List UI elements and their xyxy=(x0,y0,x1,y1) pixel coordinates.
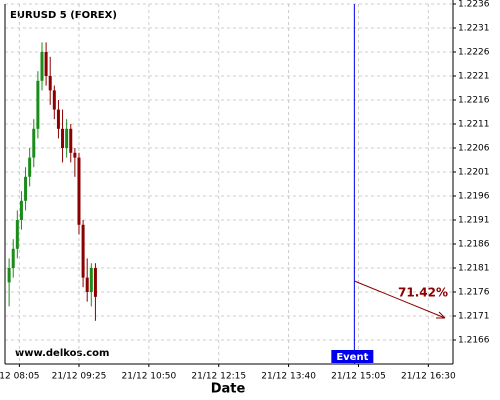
forecast-arrow xyxy=(354,280,446,319)
y-tick-label: 1.2206 xyxy=(458,144,490,154)
y-tick-label: 1.2171 xyxy=(458,312,490,322)
forecast-arrowhead xyxy=(436,311,446,319)
candle-body xyxy=(28,157,32,177)
candle-body xyxy=(40,52,44,81)
event-box xyxy=(331,350,374,363)
x-tick-label: 21/12 12:15 xyxy=(191,372,246,382)
candle-body xyxy=(65,128,69,148)
y-tick-label: 1.2176 xyxy=(458,288,490,298)
candle-body xyxy=(69,128,73,153)
y-tick-label: 1.2191 xyxy=(458,216,490,226)
watermark: www.delkos.com xyxy=(15,348,109,359)
candle-body xyxy=(52,90,56,110)
x-axis-label: Date xyxy=(211,382,246,397)
y-tick-label: 1.2211 xyxy=(458,120,490,130)
y-tick-label: 1.2221 xyxy=(458,72,490,82)
candle-body xyxy=(48,76,52,91)
candle-body xyxy=(89,268,93,292)
candle-body xyxy=(11,248,15,268)
candle-body xyxy=(15,220,19,249)
candle-body xyxy=(19,200,23,220)
candle-body xyxy=(44,52,48,76)
chart-title: EURUSD 5 (FOREX) xyxy=(10,10,117,21)
y-tick-label: 1.2236 xyxy=(458,0,490,10)
y-tick-label: 1.2166 xyxy=(458,336,490,346)
candle-body xyxy=(85,277,89,292)
candle-body xyxy=(32,128,36,158)
forecast-label: 71.42% xyxy=(398,286,448,300)
candle-body xyxy=(81,224,85,278)
x-tick-label: 21/12 09:25 xyxy=(52,372,107,382)
event-label: Event xyxy=(336,352,368,363)
y-tick-label: 1.2216 xyxy=(458,96,490,106)
candle-body xyxy=(36,80,40,129)
x-tick-label: 21/12 10:50 xyxy=(121,372,176,382)
y-tick-label: 1.2201 xyxy=(458,168,490,178)
y-tick-label: 1.2186 xyxy=(458,240,490,250)
y-tick-label: 1.2181 xyxy=(458,264,490,274)
y-tick-label: 1.2231 xyxy=(458,24,490,34)
x-tick-label: 21/12 16:30 xyxy=(401,372,456,382)
candle-body xyxy=(24,176,28,201)
candle-body xyxy=(7,268,11,283)
candle-body xyxy=(93,268,97,297)
candle-body xyxy=(56,109,60,129)
x-tick-label: 12 08:05 xyxy=(0,372,40,382)
y-tick-label: 1.2196 xyxy=(458,192,490,202)
x-tick-label: 21/12 15:05 xyxy=(331,372,386,382)
candle-body xyxy=(77,157,81,225)
y-tick-label: 1.2226 xyxy=(458,48,490,58)
candle-body xyxy=(61,128,65,148)
x-tick-label: 21/12 13:40 xyxy=(261,372,316,382)
candle-body xyxy=(73,152,77,158)
